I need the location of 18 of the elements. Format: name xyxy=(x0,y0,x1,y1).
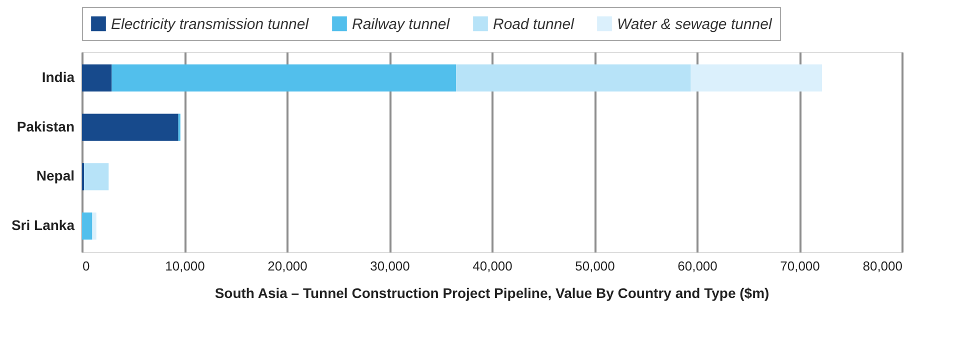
legend-label: Electricity transmission tunnel xyxy=(111,16,310,33)
x-tick-label: 20,000 xyxy=(268,258,308,274)
x-tick-label: 70,000 xyxy=(780,258,820,274)
y-tick-label: Nepal xyxy=(36,168,74,184)
x-tick-label: 30,000 xyxy=(370,258,410,274)
x-tick-label: 40,000 xyxy=(472,258,512,274)
x-tick-label: 0 xyxy=(82,258,90,274)
text: South Asia – Tunnel Construction Project Pipeline, Value By Country and Type ($m) xyxy=(214,285,770,301)
legend-label: Road tunnel xyxy=(493,16,575,33)
legend-label: Railway tunnel xyxy=(352,16,450,33)
y-tick-label: Sri Lanka xyxy=(11,217,75,234)
y-tick-label: India xyxy=(42,68,75,85)
x-tick-label: 50,000 xyxy=(575,258,615,274)
x-tick-label: 60,000 xyxy=(678,258,718,274)
legend-label: Water & sewage tunnel xyxy=(617,16,772,33)
y-tick-label: Pakistan xyxy=(16,118,74,134)
x-tick-label: 80,000 xyxy=(862,258,902,274)
x-tick-label: 10,000 xyxy=(165,258,205,274)
